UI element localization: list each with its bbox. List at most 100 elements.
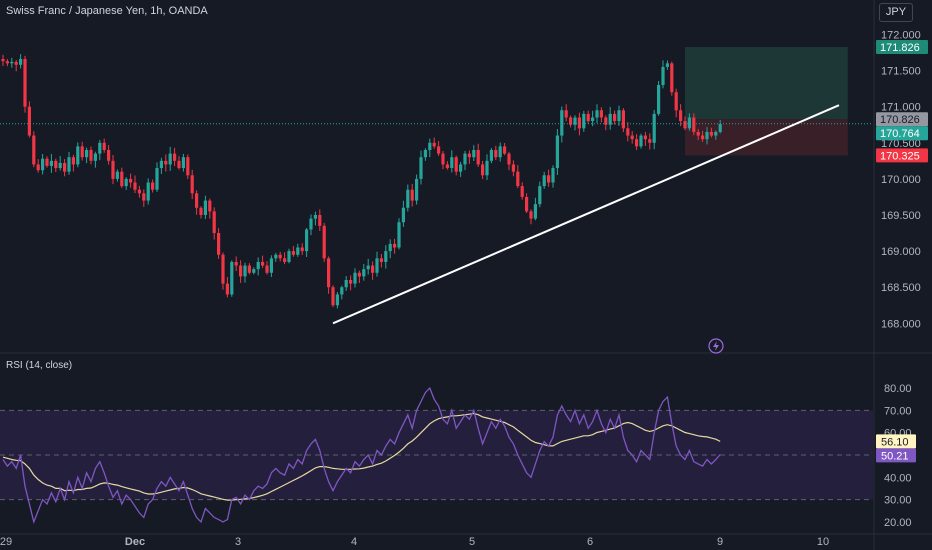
candle-body — [393, 243, 397, 248]
candle-body — [507, 153, 511, 165]
candle-body — [137, 189, 141, 194]
candle-body — [582, 113, 586, 129]
candle-body — [683, 121, 687, 129]
candle-body — [63, 163, 67, 172]
candle-body — [129, 178, 133, 183]
candle-body — [107, 150, 111, 161]
time-tick-label: Dec — [125, 536, 145, 548]
candle-body — [133, 182, 137, 190]
rsi-badge-label: 50.21 — [881, 450, 909, 462]
candle-body — [247, 265, 251, 273]
candle-body — [32, 135, 36, 165]
price-badge-label: 170.325 — [880, 150, 920, 162]
candle-body — [151, 182, 155, 190]
candle-body — [520, 186, 524, 197]
candle-body — [542, 175, 546, 187]
price-tick-label: 169.500 — [881, 210, 921, 222]
candle-body — [630, 135, 634, 140]
time-tick-label: 6 — [587, 536, 593, 548]
candle-body — [256, 261, 260, 270]
candle-body — [573, 117, 577, 125]
candle-body — [635, 139, 639, 147]
candle-body — [49, 160, 53, 166]
candle-body — [98, 142, 102, 154]
candle-body — [701, 135, 705, 140]
candle-body — [696, 131, 700, 136]
candle-body — [234, 261, 238, 266]
candle-body — [287, 251, 291, 262]
candle-body — [613, 113, 617, 122]
candle-body — [159, 160, 163, 169]
price-tick-label: 171.500 — [881, 66, 921, 78]
candle-body — [388, 243, 392, 252]
candle-body — [441, 153, 445, 165]
candle-body — [111, 160, 115, 179]
candle-body — [648, 139, 652, 143]
price-badge-label: 170.826 — [880, 114, 920, 126]
candle-body — [243, 265, 247, 277]
price-tick-label: 171.000 — [881, 102, 921, 114]
candle-body — [586, 113, 590, 122]
candle-body — [93, 153, 97, 161]
candle-body — [54, 160, 58, 169]
candle-body — [318, 215, 322, 226]
candle-body — [674, 92, 678, 111]
candle-body — [410, 189, 414, 201]
symbol-title: Swiss Franc / Japanese Yen, 1h, OANDA — [6, 5, 208, 17]
candle-body — [230, 261, 234, 295]
candle-body — [102, 142, 106, 150]
candle-body — [331, 287, 335, 306]
candle-body — [692, 117, 696, 132]
candle-body — [76, 146, 80, 165]
rsi-tick-label: 30.00 — [884, 495, 912, 507]
candle-body — [547, 175, 551, 183]
candle-body — [639, 135, 643, 147]
profit-zone — [685, 47, 848, 120]
candle-body — [516, 171, 520, 187]
candle-body — [665, 63, 669, 67]
candle-body — [203, 200, 207, 215]
rsi-badge-label: 56.10 — [881, 436, 909, 448]
candle-body — [476, 150, 480, 165]
time-tick-label: 5 — [469, 536, 475, 548]
candle-body — [591, 117, 595, 122]
candle-body — [454, 157, 458, 172]
price-tick-label: 170.000 — [881, 174, 921, 186]
candle-body — [252, 269, 256, 273]
candle-body — [45, 158, 49, 166]
candle-body — [1, 59, 5, 62]
candle-body — [379, 258, 383, 262]
candle-body — [164, 160, 168, 165]
candle-body — [278, 254, 282, 259]
candle-body — [173, 153, 177, 161]
candle-body — [41, 158, 45, 171]
rsi-line — [2, 386, 721, 525]
candle-body — [489, 150, 493, 161]
candle-body — [313, 215, 317, 219]
candle-body — [718, 124, 722, 132]
candle-body — [212, 211, 216, 234]
candle-body — [423, 150, 427, 158]
candle-body — [89, 150, 93, 161]
currency-selector[interactable]: JPY — [879, 3, 913, 22]
candle-body — [300, 247, 304, 252]
candle-body — [146, 182, 150, 201]
candle-body — [679, 110, 683, 122]
candle-body — [714, 131, 718, 136]
candle-body — [168, 153, 172, 165]
candle-body — [335, 294, 339, 306]
candle-body — [296, 247, 300, 255]
candle-body — [459, 164, 463, 172]
candle-body — [525, 196, 529, 212]
candle-body — [155, 168, 159, 190]
candle-body — [67, 157, 71, 172]
candle-body — [80, 146, 84, 158]
candle-body — [498, 146, 502, 158]
candle-body — [419, 157, 423, 179]
candle-body — [186, 157, 190, 176]
candle-body — [225, 283, 229, 295]
rsi-title: RSI (14, close) — [6, 360, 73, 371]
candle-body — [485, 160, 489, 176]
event-marker-icon — [708, 338, 724, 354]
